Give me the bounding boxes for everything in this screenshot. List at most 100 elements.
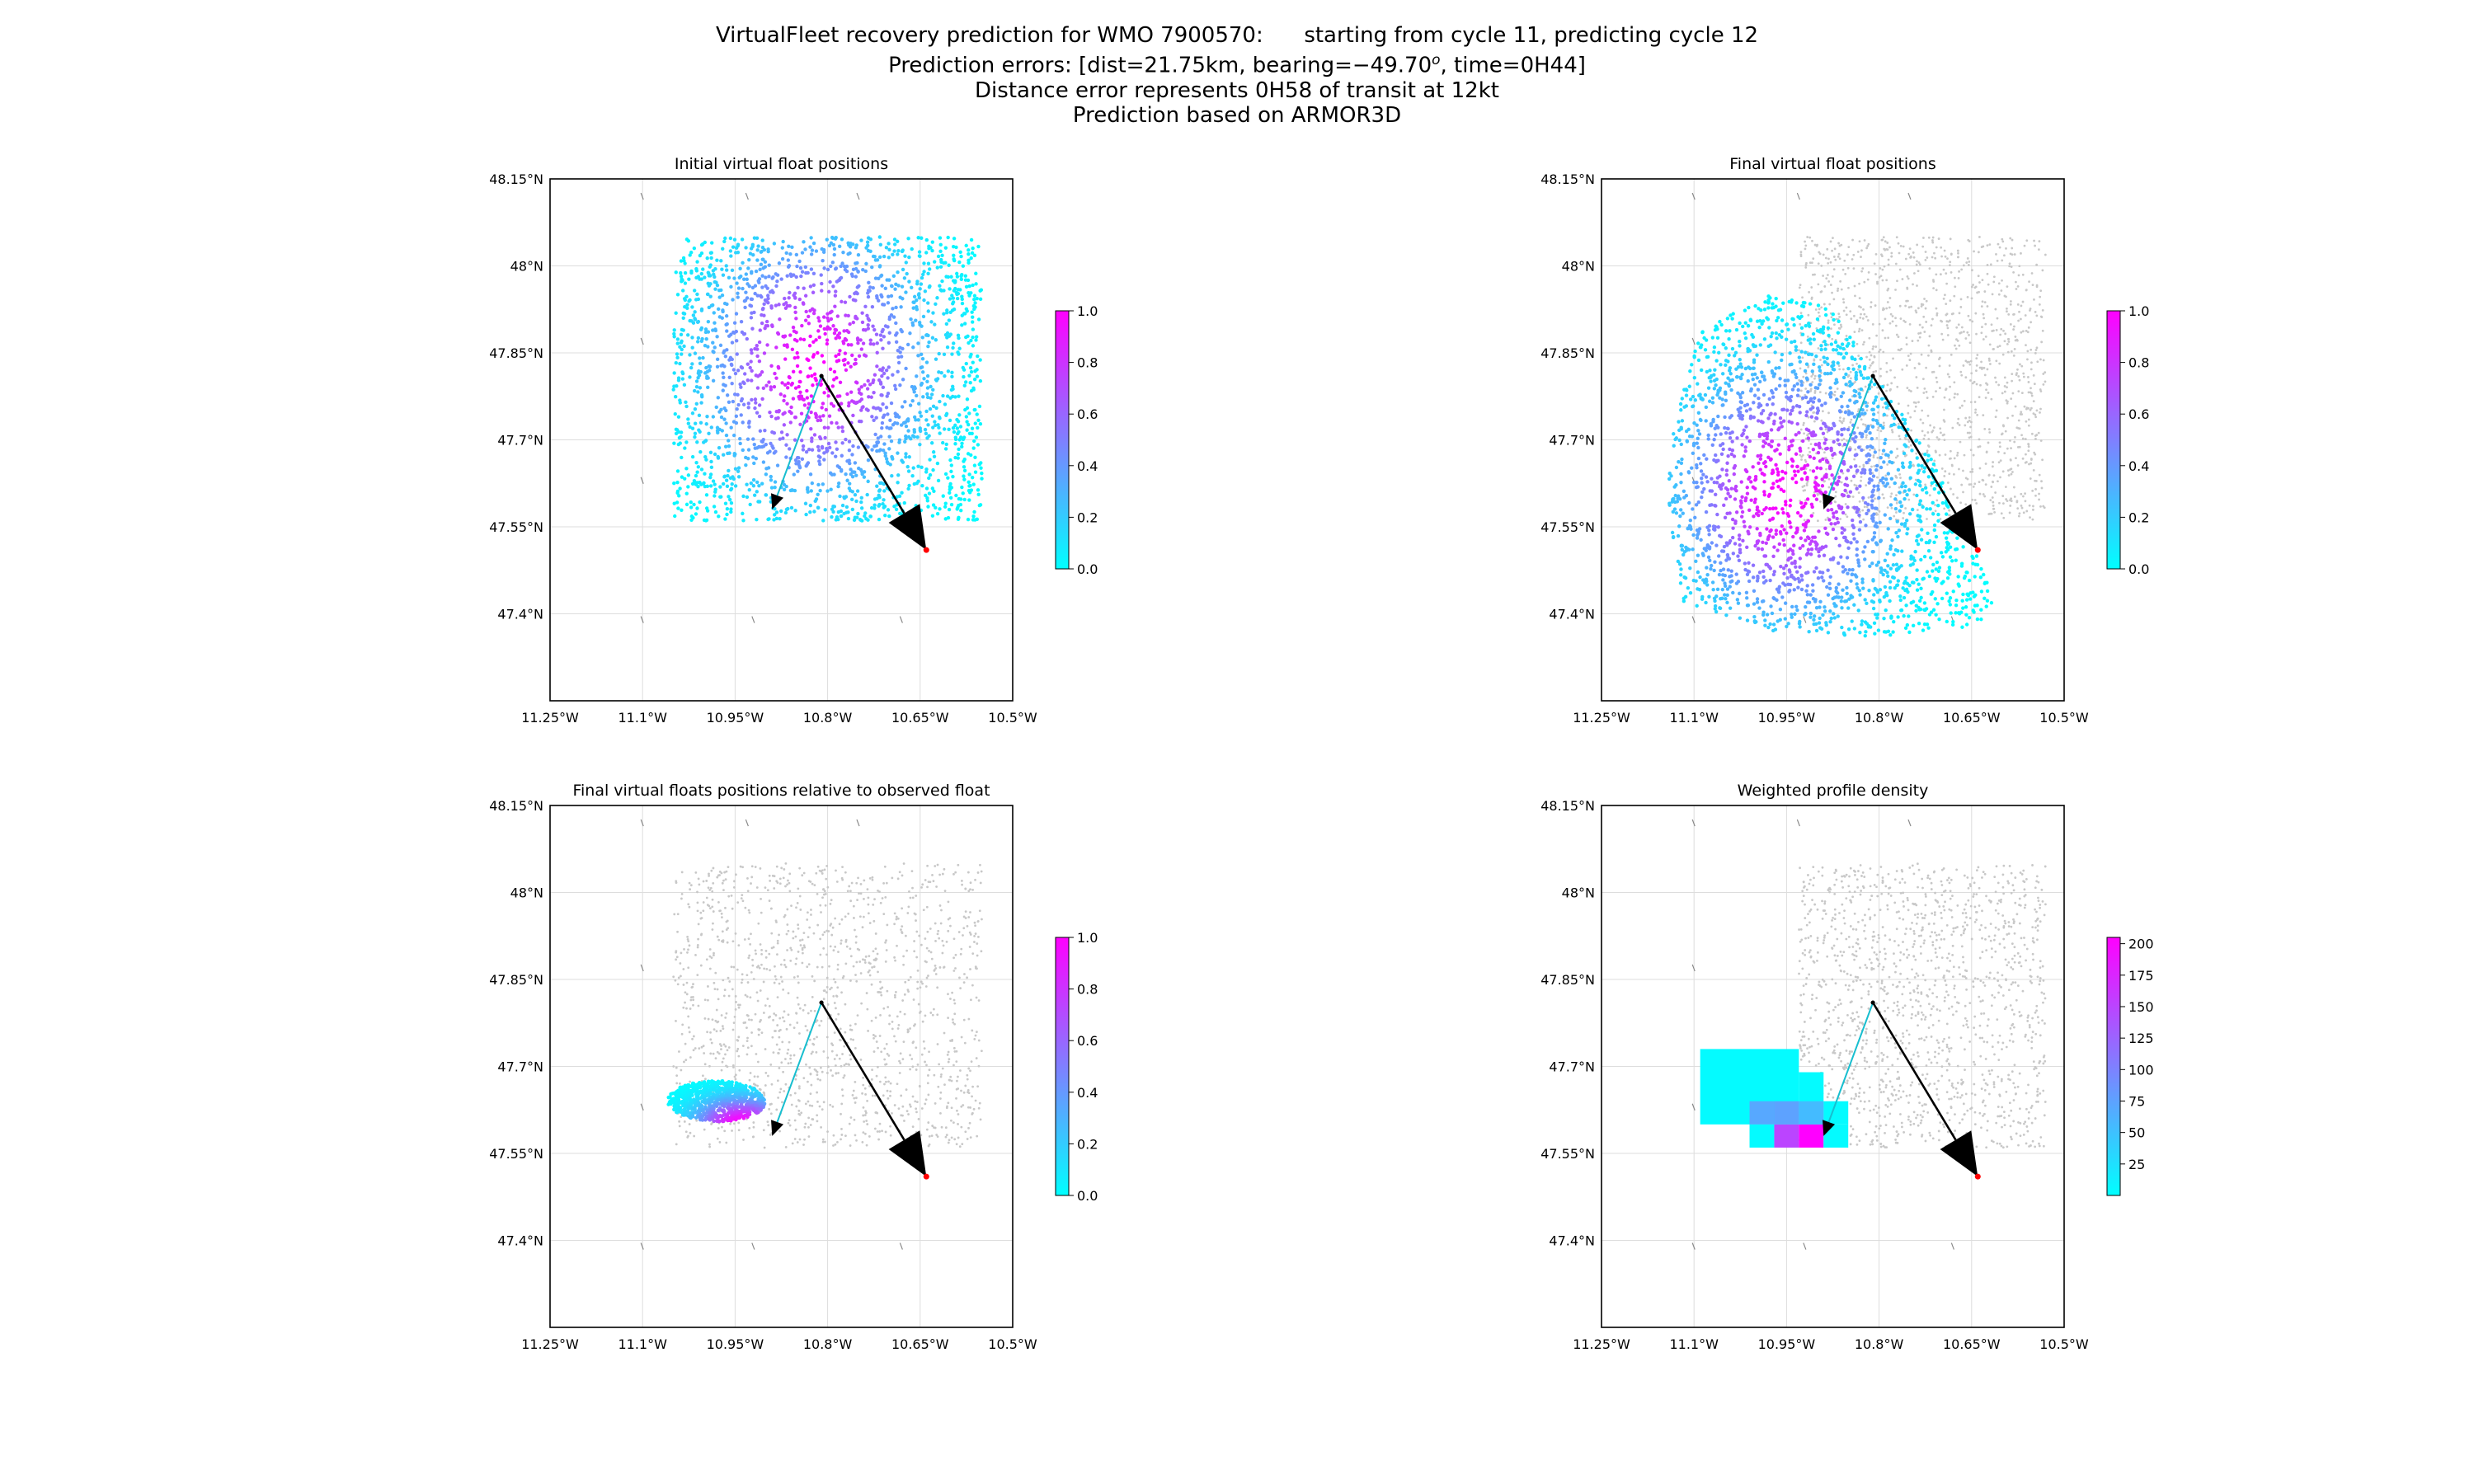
background-point: [1873, 355, 1876, 358]
virtual-float-point: [882, 254, 887, 259]
virtual-float-point: [696, 336, 701, 340]
background-point: [1968, 436, 1971, 439]
virtual-float-point: [716, 396, 721, 400]
virtual-float-point: [972, 439, 976, 444]
virtual-float-point: [1785, 575, 1790, 580]
virtual-float-point: [766, 294, 770, 298]
virtual-float-point: [1794, 345, 1799, 349]
background-point: [2030, 368, 2033, 371]
virtual-float-point: [723, 355, 728, 359]
virtual-float-point: [916, 418, 920, 422]
virtual-float-point: [857, 387, 861, 392]
background-point: [2041, 329, 2044, 332]
background-point: [1987, 474, 1991, 477]
virtual-float-point: [729, 284, 733, 289]
virtual-float-point: [1761, 599, 1766, 603]
virtual-float-point: [1752, 393, 1757, 397]
virtual-float-point: [835, 279, 840, 284]
background-point: [1853, 331, 1856, 334]
virtual-float-point: [749, 247, 754, 251]
background-point: [1869, 448, 1871, 452]
virtual-float-point: [699, 401, 703, 405]
virtual-float-point: [1797, 355, 1802, 359]
background-point: [1861, 267, 1865, 270]
virtual-float-point: [800, 457, 805, 462]
virtual-float-point: [912, 294, 917, 299]
virtual-float-point: [940, 253, 944, 257]
virtual-float-point: [692, 479, 697, 483]
virtual-float-point: [1871, 474, 1876, 478]
figure-title-line2: Prediction errors: [dist=21.75km, bearin…: [0, 48, 2474, 78]
virtual-float-point: [696, 465, 701, 469]
background-point: [1850, 479, 1853, 482]
virtual-float-point: [1743, 561, 1747, 566]
virtual-float-point: [729, 425, 733, 430]
background-point: [1946, 257, 1949, 261]
virtual-float-point: [962, 497, 967, 502]
virtual-float-point: [699, 326, 704, 331]
virtual-float-point: [1917, 463, 1921, 467]
background-point: [1886, 248, 1889, 251]
background-point: [1969, 379, 1972, 382]
virtual-float-point: [783, 510, 788, 515]
virtual-float-point: [1876, 405, 1880, 409]
virtual-float-point: [844, 328, 849, 333]
virtual-float-point: [778, 317, 782, 322]
virtual-float-point: [726, 473, 730, 478]
background-point: [1951, 426, 1954, 430]
virtual-float-point: [788, 290, 792, 295]
background-point: [1978, 438, 1981, 441]
virtual-float-point: [877, 255, 882, 260]
background-point: [1903, 436, 1907, 439]
virtual-float-point: [1707, 528, 1711, 533]
virtual-float-point: [775, 273, 780, 277]
virtual-float-point: [1690, 434, 1695, 439]
virtual-float-point: [887, 447, 891, 451]
virtual-float-point: [698, 481, 702, 485]
background-point: [2013, 348, 2016, 350]
virtual-float-point: [902, 500, 906, 505]
virtual-float-point: [1720, 596, 1724, 601]
virtual-float-point: [776, 331, 781, 336]
background-point: [1978, 492, 1982, 495]
background-point: [1813, 374, 1817, 378]
virtual-float-point: [825, 316, 830, 320]
virtual-float-point: [1907, 630, 1912, 635]
virtual-float-point: [727, 451, 731, 455]
background-point: [1996, 317, 1999, 320]
background-point: [1879, 267, 1882, 270]
arrow-shaft: [776, 375, 823, 496]
background-point: [2017, 514, 2020, 518]
virtual-float-point: [693, 310, 697, 314]
background-point: [1918, 323, 1921, 326]
virtual-float-point: [866, 248, 871, 253]
virtual-float-point: [915, 298, 919, 303]
virtual-float-point: [1738, 321, 1742, 326]
background-point: [1880, 238, 1884, 242]
background-point: [1926, 431, 1930, 434]
virtual-float-point: [706, 330, 711, 334]
virtual-float-point: [686, 421, 691, 425]
background-point: [1970, 420, 1973, 424]
virtual-float-point: [908, 403, 913, 407]
virtual-float-point: [777, 303, 781, 307]
virtual-float-point: [799, 438, 804, 443]
virtual-float-point: [810, 248, 815, 252]
background-point: [1832, 256, 1836, 258]
background-point: [1868, 366, 1871, 369]
virtual-float-point: [894, 507, 899, 511]
virtual-float-point: [683, 270, 688, 275]
virtual-float-point: [916, 293, 921, 297]
background-point: [2029, 477, 2032, 480]
background-point: [1882, 421, 1885, 425]
virtual-float-point: [891, 274, 896, 279]
virtual-float-point: [840, 429, 845, 434]
virtual-float-point: [787, 296, 791, 300]
virtual-float-point: [1899, 608, 1903, 613]
virtual-float-point: [869, 395, 873, 399]
background-point: [2027, 445, 2030, 448]
virtual-float-point: [1681, 552, 1686, 557]
background-point: [1956, 421, 1959, 425]
virtual-float-point: [959, 277, 964, 282]
